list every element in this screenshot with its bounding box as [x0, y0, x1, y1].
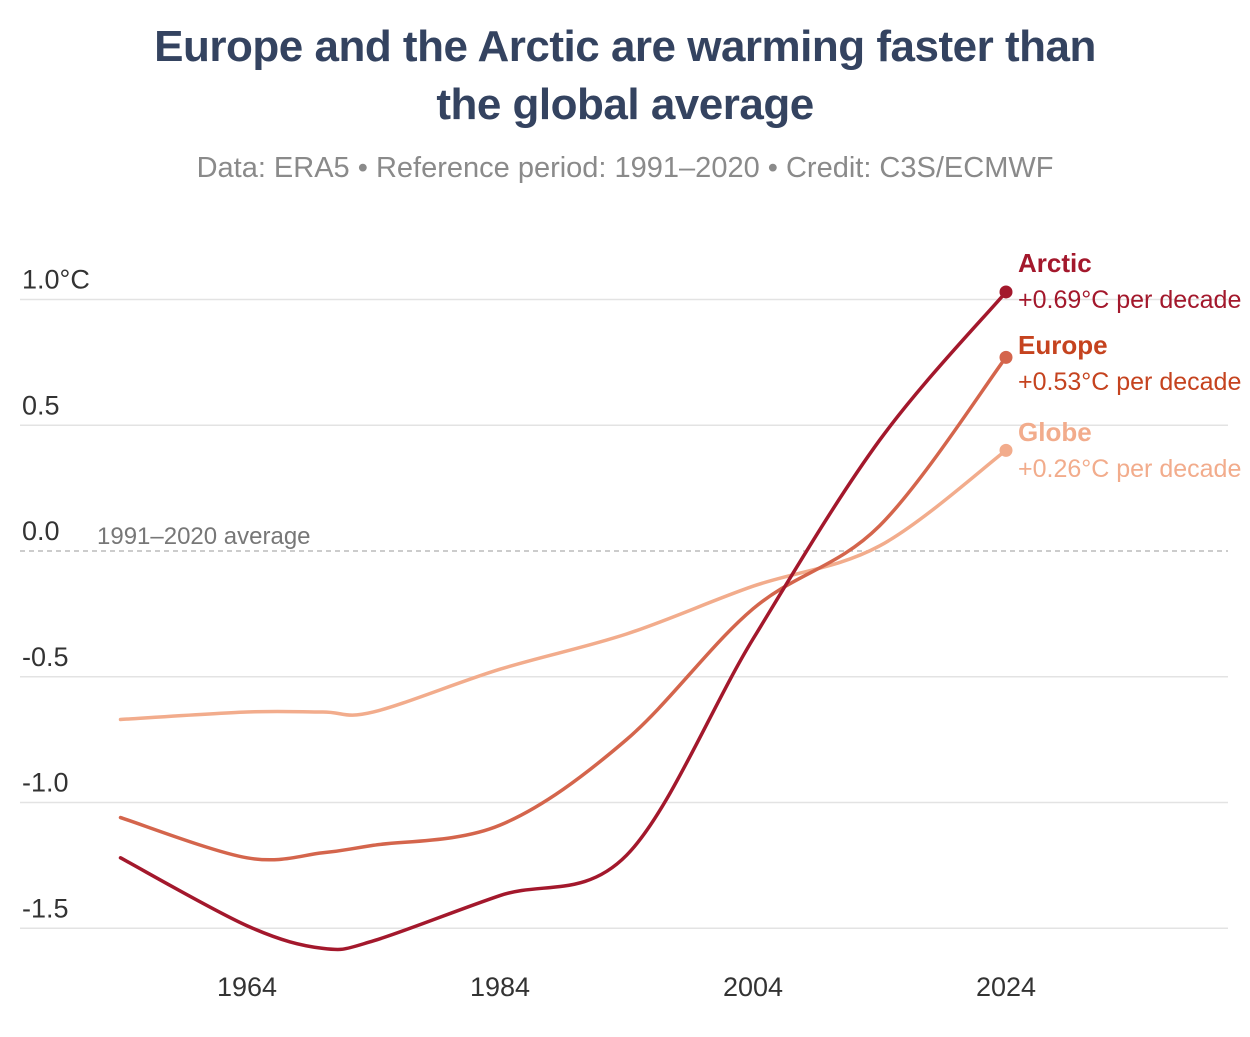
series-line-arctic [118, 290, 1008, 952]
x-tick-label: 1964 [217, 972, 277, 1002]
y-tick-label: -0.5 [22, 642, 69, 672]
series-trend-globe: +0.26°C per decade [1018, 455, 1241, 483]
chart-subtitle: Data: ERA5 • Reference period: 1991–2020… [196, 152, 1054, 184]
end-point-europe [999, 350, 1013, 364]
series-label-arctic: Arctic [1018, 248, 1092, 278]
series-label-europe: Europe [1018, 330, 1108, 360]
chart-title: Europe and the Arctic are warming faster… [0, 18, 1250, 134]
y-tick-label: 0.5 [22, 390, 60, 420]
y-tick-label: 0.0 [22, 516, 60, 546]
y-tick-label: -1.5 [22, 893, 69, 923]
y-tick-label: -1.0 [22, 768, 69, 798]
title-line-2: the global average [436, 80, 814, 129]
title-line-1: Europe and the Arctic are warming faster… [154, 22, 1096, 71]
reference-label: 1991–2020 average [97, 523, 311, 550]
series-label-globe: Globe [1018, 417, 1092, 447]
x-tick-label: 2024 [976, 972, 1036, 1002]
end-point-globe [999, 443, 1013, 457]
x-tick-label: 1984 [470, 972, 530, 1002]
end-point-arctic [999, 285, 1013, 299]
series-trend-arctic: +0.69°C per decade [1018, 286, 1241, 314]
series-line-europe [118, 355, 1008, 862]
series-line-globe [118, 448, 1008, 722]
y-tick-label: 1.0°C [22, 265, 90, 295]
series-trend-europe: +0.53°C per decade [1018, 368, 1241, 396]
x-tick-label: 2004 [723, 972, 783, 1002]
